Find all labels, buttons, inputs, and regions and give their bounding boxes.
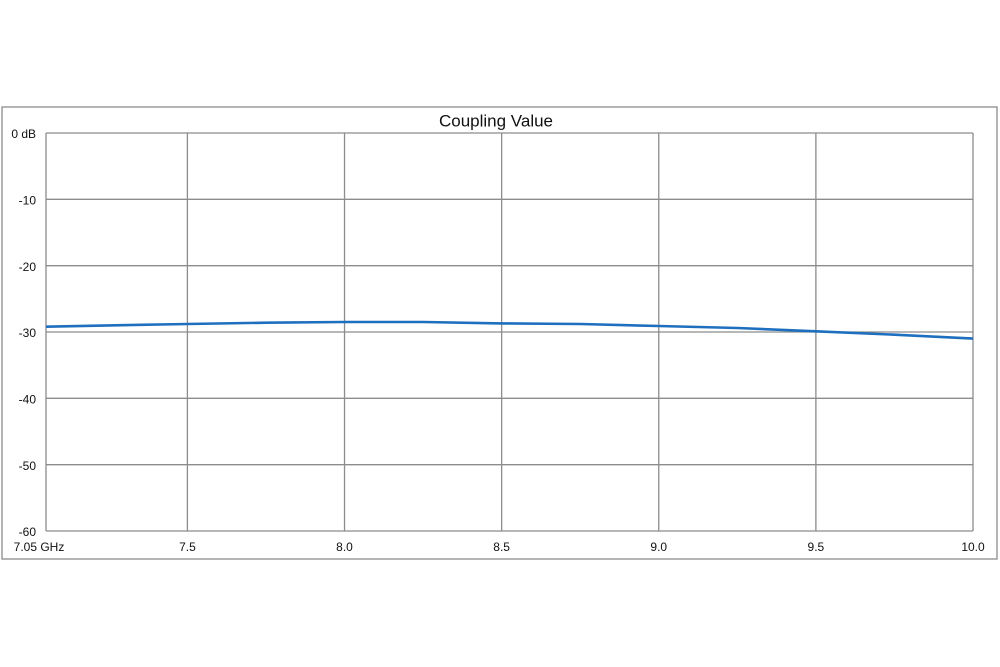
data-line [45, 320, 974, 340]
x-tick-label: 8.0 [336, 540, 353, 554]
y-tick-label: -60 [19, 525, 37, 539]
x-tick-label: 7.5 [179, 540, 196, 554]
x-tick-label: 9.0 [650, 540, 667, 554]
chart-title: Coupling Value [439, 111, 553, 130]
y-tick-label: 0 dB [11, 127, 36, 141]
x-tick-label: 9.5 [808, 540, 825, 554]
y-tick-label: -50 [19, 459, 37, 473]
y-tick-label: -30 [19, 326, 37, 340]
y-tick-label: -10 [19, 194, 37, 208]
x-tick-label: 10.0 [961, 540, 985, 554]
x-tick-label: 8.5 [493, 540, 510, 554]
x-tick-label: 7.05 GHz [14, 540, 65, 554]
y-tick-label: -40 [19, 393, 37, 407]
y-tick-label: -20 [19, 260, 37, 274]
